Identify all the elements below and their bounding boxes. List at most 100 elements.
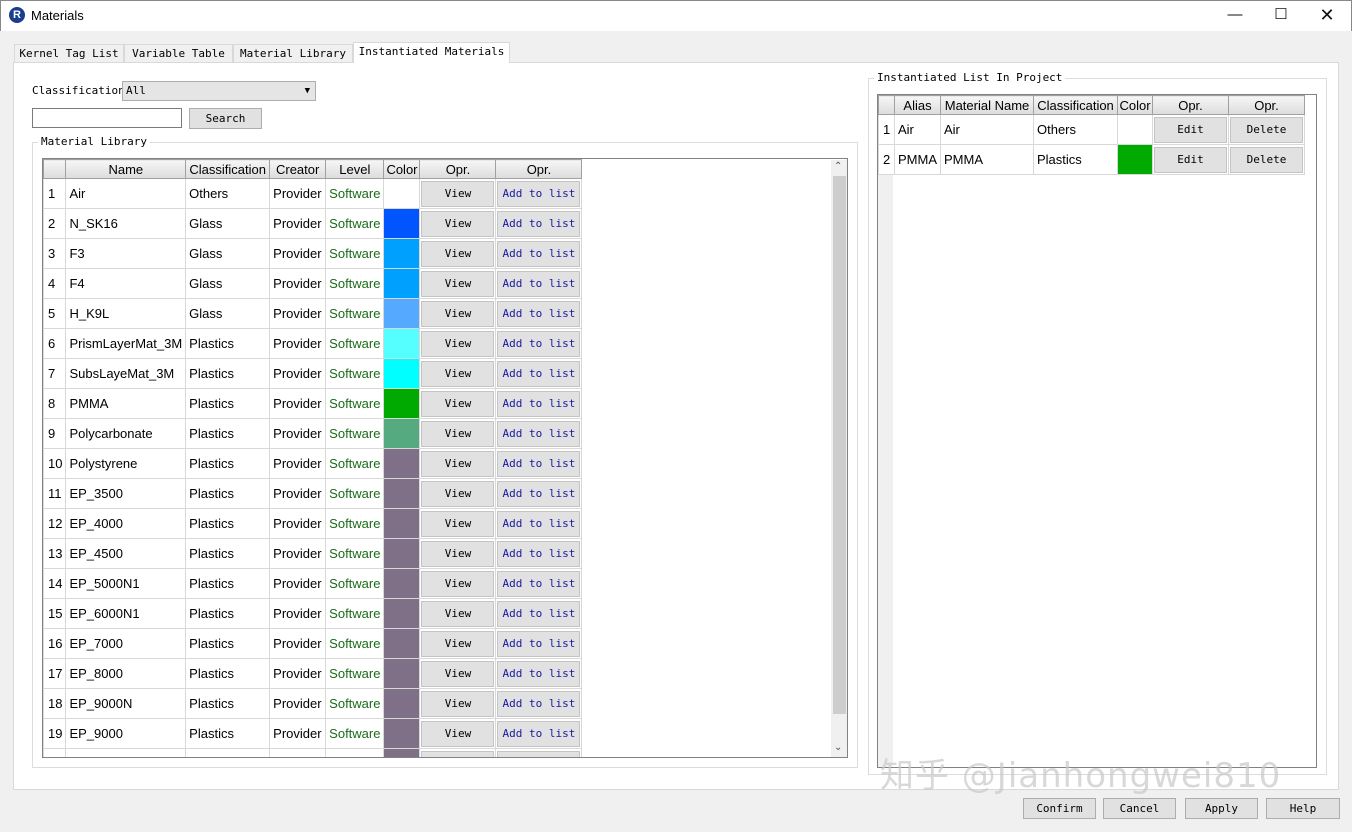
view-button[interactable]: View: [421, 330, 495, 357]
view-button[interactable]: View: [421, 720, 495, 747]
column-header[interactable]: Material Name: [940, 95, 1034, 115]
color-swatch[interactable]: [1117, 114, 1153, 145]
view-button[interactable]: View: [421, 210, 495, 237]
color-swatch[interactable]: [383, 298, 421, 329]
view-button[interactable]: [421, 750, 495, 757]
edit-button[interactable]: Edit: [1154, 116, 1227, 143]
table-row[interactable]: 1 Air Others Provider Software View Add to lis…: [43, 178, 583, 209]
table-row[interactable]: 7 SubsLayeMat_3M Plastics Provider Software V…: [43, 358, 583, 389]
view-button[interactable]: View: [421, 240, 495, 267]
table-row[interactable]: 6 PrismLayerMat_3M Plastics Provider Softwar…: [43, 328, 583, 359]
color-swatch[interactable]: [383, 178, 421, 209]
column-header[interactable]: Opr.: [1228, 95, 1305, 115]
table-row[interactable]: 13 EP_4500 Plastics Provider Software View Add…: [43, 538, 583, 569]
color-swatch[interactable]: [383, 538, 421, 569]
column-header[interactable]: Level: [325, 159, 385, 179]
table-row[interactable]: 4 F4 Glass Provider Software View Add to list: [43, 268, 583, 299]
cancel-button[interactable]: Cancel: [1103, 798, 1176, 819]
table-row[interactable]: 2 N_SK16 Glass Provider Software View Add to l…: [43, 208, 583, 239]
table-row[interactable]: 19 EP_9000 Plastics Provider Software View Add…: [43, 718, 583, 749]
view-button[interactable]: View: [421, 690, 495, 717]
color-swatch[interactable]: [1117, 144, 1153, 175]
scroll-down-icon[interactable]: ⌄: [834, 742, 843, 753]
table-row[interactable]: 1 Air Air Others Edit Delete: [878, 114, 1305, 145]
view-button[interactable]: View: [421, 300, 495, 327]
color-swatch[interactable]: [383, 388, 421, 419]
add-to-list-button[interactable]: [497, 750, 581, 757]
table-row[interactable]: 12 EP_4000 Plastics Provider Software View Add…: [43, 508, 583, 539]
view-button[interactable]: View: [421, 630, 495, 657]
column-header[interactable]: Color: [383, 159, 421, 179]
column-header[interactable]: Name: [65, 159, 187, 179]
column-header[interactable]: Creator: [269, 159, 327, 179]
column-header[interactable]: [878, 95, 895, 115]
column-header[interactable]: Color: [1117, 95, 1153, 115]
color-swatch[interactable]: [383, 208, 421, 239]
add-to-list-button[interactable]: Add to list: [497, 270, 581, 297]
color-swatch[interactable]: [383, 418, 421, 449]
table-row[interactable]: 9 Polycarbonate Plastics Provider Software Vi…: [43, 418, 583, 449]
table-row[interactable]: 17 EP_8000 Plastics Provider Software View Add…: [43, 658, 583, 689]
color-swatch[interactable]: [383, 628, 421, 659]
confirm-button[interactable]: Confirm: [1023, 798, 1096, 819]
table-row[interactable]: [43, 748, 583, 757]
table-row[interactable]: 3 F3 Glass Provider Software View Add to list: [43, 238, 583, 269]
color-swatch[interactable]: [383, 448, 421, 479]
view-button[interactable]: View: [421, 570, 495, 597]
add-to-list-button[interactable]: Add to list: [497, 600, 581, 627]
delete-button[interactable]: Delete: [1230, 146, 1303, 173]
column-header[interactable]: Alias: [894, 95, 941, 115]
view-button[interactable]: View: [421, 600, 495, 627]
add-to-list-button[interactable]: Add to list: [497, 720, 581, 747]
color-swatch[interactable]: [383, 478, 421, 509]
add-to-list-button[interactable]: Add to list: [497, 660, 581, 687]
add-to-list-button[interactable]: Add to list: [497, 330, 581, 357]
table-row[interactable]: 15 EP_6000N1 Plastics Provider Software View A…: [43, 598, 583, 629]
table-row[interactable]: 8 PMMA Plastics Provider Software View Add to …: [43, 388, 583, 419]
color-swatch[interactable]: [383, 598, 421, 629]
table-row[interactable]: 10 Polystyrene Plastics Provider Software Vie…: [43, 448, 583, 479]
add-to-list-button[interactable]: Add to list: [497, 420, 581, 447]
tab-material-library[interactable]: Material Library: [233, 44, 353, 63]
view-button[interactable]: View: [421, 420, 495, 447]
view-button[interactable]: View: [421, 450, 495, 477]
view-button[interactable]: View: [421, 180, 495, 207]
column-header[interactable]: Opr.: [1152, 95, 1229, 115]
search-input[interactable]: [32, 108, 182, 128]
add-to-list-button[interactable]: Add to list: [497, 450, 581, 477]
maximize-icon[interactable]: ☐: [1274, 6, 1288, 23]
color-swatch[interactable]: [383, 268, 421, 299]
add-to-list-button[interactable]: Add to list: [497, 240, 581, 267]
view-button[interactable]: View: [421, 660, 495, 687]
color-swatch[interactable]: [383, 748, 421, 757]
minimize-icon[interactable]: —: [1227, 6, 1243, 23]
table-row[interactable]: 11 EP_3500 Plastics Provider Software View Add…: [43, 478, 583, 509]
table-row[interactable]: 14 EP_5000N1 Plastics Provider Software View A…: [43, 568, 583, 599]
color-swatch[interactable]: [383, 508, 421, 539]
scroll-up-icon[interactable]: ⌃: [834, 161, 843, 172]
view-button[interactable]: View: [421, 360, 495, 387]
library-scrollbar-thumb[interactable]: [833, 176, 846, 714]
table-row[interactable]: 16 EP_7000 Plastics Provider Software View Add…: [43, 628, 583, 659]
color-swatch[interactable]: [383, 328, 421, 359]
add-to-list-button[interactable]: Add to list: [497, 630, 581, 657]
column-header[interactable]: Opr.: [419, 159, 497, 179]
color-swatch[interactable]: [383, 358, 421, 389]
color-swatch[interactable]: [383, 238, 421, 269]
view-button[interactable]: View: [421, 480, 495, 507]
add-to-list-button[interactable]: Add to list: [497, 480, 581, 507]
add-to-list-button[interactable]: Add to list: [497, 360, 581, 387]
column-header[interactable]: [43, 159, 67, 179]
color-swatch[interactable]: [383, 688, 421, 719]
table-row[interactable]: 2 PMMA PMMA Plastics Edit Delete: [878, 144, 1305, 175]
add-to-list-button[interactable]: Add to list: [497, 690, 581, 717]
edit-button[interactable]: Edit: [1154, 146, 1227, 173]
color-swatch[interactable]: [383, 658, 421, 689]
help-button[interactable]: Help: [1266, 798, 1340, 819]
add-to-list-button[interactable]: Add to list: [497, 180, 581, 207]
add-to-list-button[interactable]: Add to list: [497, 300, 581, 327]
search-button[interactable]: Search: [189, 108, 262, 129]
add-to-list-button[interactable]: Add to list: [497, 210, 581, 237]
view-button[interactable]: View: [421, 540, 495, 567]
view-button[interactable]: View: [421, 510, 495, 537]
